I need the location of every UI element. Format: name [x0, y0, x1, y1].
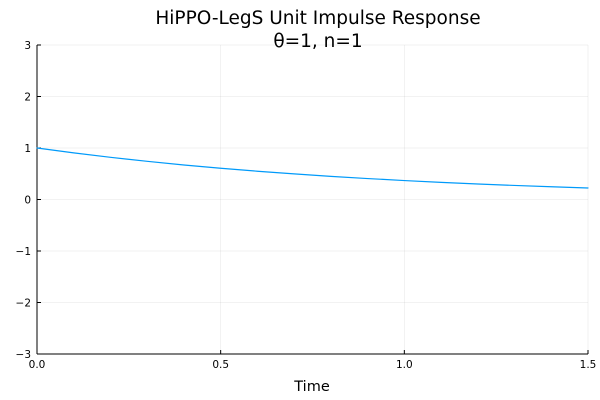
- chart-subtitle: θ=1, n=1: [273, 31, 362, 52]
- y-tick-label: 0: [24, 195, 31, 207]
- series-line: [36, 147, 589, 189]
- y-tick-label: −3: [16, 349, 31, 361]
- labels-layer: HiPPO-LegS Unit Impulse Response θ=1, n=…: [16, 8, 597, 395]
- y-tick-label: −1: [16, 246, 31, 258]
- y-tick-label: 2: [24, 92, 31, 104]
- x-tick-label: 0.0: [29, 359, 46, 371]
- series-layer: [36, 147, 589, 189]
- x-tick-label: 1.5: [580, 359, 597, 371]
- y-tick-label: −2: [16, 298, 31, 310]
- grid-layer: [36, 44, 589, 355]
- x-tick-label: 0.5: [212, 359, 229, 371]
- x-tick-label: 1.0: [396, 359, 413, 371]
- x-axis-label: Time: [293, 379, 330, 395]
- y-tick-label: 1: [24, 143, 31, 155]
- y-tick-label: 3: [24, 40, 31, 52]
- axes-layer: [36, 44, 589, 355]
- chart-title: HiPPO-LegS Unit Impulse Response: [155, 8, 480, 29]
